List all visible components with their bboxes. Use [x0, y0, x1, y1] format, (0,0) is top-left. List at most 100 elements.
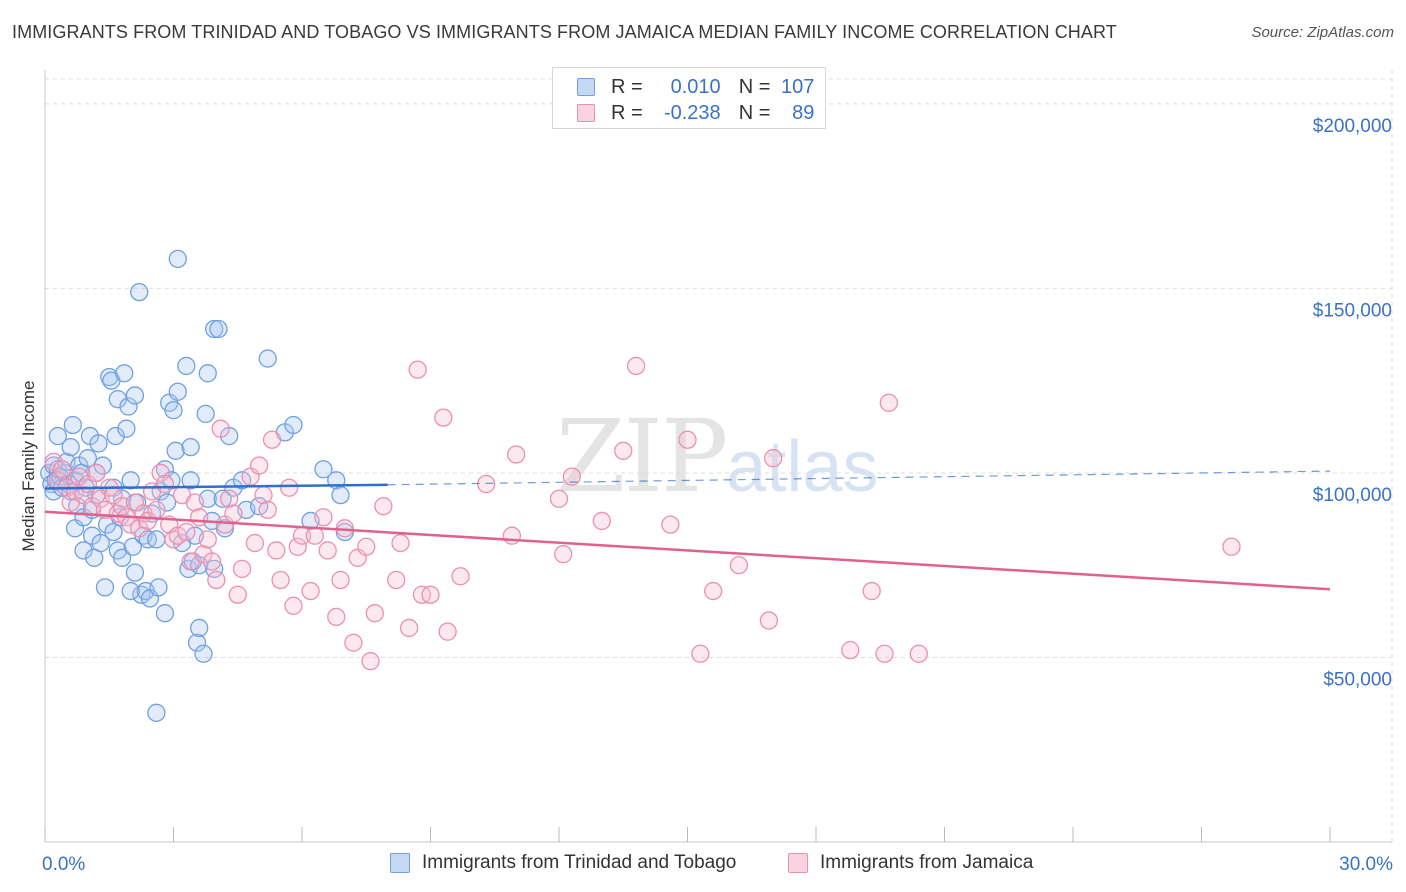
jamaica-point	[691, 644, 710, 663]
trinidad-point	[112, 548, 132, 567]
legend-swatch-pink	[788, 853, 808, 873]
trinidad-point	[168, 382, 187, 401]
y-axis-title: Median Family Income	[19, 380, 38, 551]
jamaica-point	[177, 522, 196, 542]
jamaica-point	[262, 430, 282, 449]
trinidad-point	[164, 401, 183, 420]
tick-labels: $50,000 $100,000 $150,000 $200,000 0.0% 30.0%	[42, 116, 1393, 875]
trinidad-point	[177, 356, 196, 376]
jamaica-point	[305, 526, 325, 545]
legend-n-value: 89	[792, 101, 815, 124]
trinidad-point	[205, 319, 224, 339]
jamaica-point	[365, 604, 384, 623]
jamaica-point	[207, 570, 226, 590]
jamaica-point	[759, 611, 779, 630]
legend-label-trinidad: Immigrants from Trinidad and Tobago	[422, 852, 737, 873]
jamaica-point	[507, 445, 526, 464]
legend-row-trinidad: R = 0.010 N = 107	[577, 75, 814, 99]
trinidad-point	[258, 349, 277, 368]
trinidad-point	[121, 471, 140, 490]
jamaica-point	[438, 622, 457, 641]
trinidad-point	[106, 426, 125, 446]
watermark-zip: ZIP	[556, 398, 728, 515]
legend-item-trinidad[interactable]: Immigrants from Trinidad and Tobago	[390, 852, 736, 874]
jamaica-point	[271, 570, 290, 590]
series-legend: Immigrants from Trinidad and Tobago Immi…	[0, 852, 1406, 878]
trinidad-point	[187, 633, 207, 652]
legend-n-label: N =	[738, 75, 771, 98]
legend-r-label: R =	[611, 101, 643, 124]
jamaica-point	[284, 596, 303, 615]
trinidad-point	[93, 456, 112, 475]
legend-item-jamaica[interactable]: Immigrants from Jamaica	[788, 852, 1033, 874]
y-tick-label: $50,000	[1323, 669, 1392, 690]
legend-r-label: R =	[611, 75, 643, 98]
trend-lines	[44, 470, 1331, 591]
jamaica-point	[220, 489, 239, 508]
trinidad-point	[205, 559, 224, 579]
trinidad-point	[89, 434, 108, 453]
jamaica-point	[387, 570, 406, 590]
jamaica-point	[549, 489, 569, 508]
trinidad-point	[155, 604, 175, 623]
trinidad-point	[196, 404, 215, 424]
jamaica-point	[678, 430, 697, 449]
x-tick-label: 0.0%	[42, 854, 85, 875]
trinidad-point	[194, 644, 213, 663]
jamaica-point	[361, 652, 380, 671]
trinidad-point	[181, 471, 200, 490]
y-tick-label: $200,000	[1313, 116, 1392, 137]
legend-swatch-blue	[390, 853, 410, 873]
x-tick-label: 30.0%	[1339, 854, 1393, 875]
trinidad-trend-extension	[387, 470, 1331, 486]
source-label: Source: ZipAtlas.com	[1251, 24, 1394, 41]
trinidad-point	[166, 441, 185, 460]
jamaica-point	[258, 500, 277, 520]
trinidad-point	[314, 460, 333, 479]
legend-swatch-pink	[577, 104, 595, 122]
trinidad-point	[95, 578, 115, 597]
trinidad-point	[198, 364, 217, 383]
gridlines	[45, 70, 1393, 842]
trinidad-point	[213, 489, 232, 508]
trinidad-point	[121, 581, 140, 601]
trinidad-point	[130, 282, 149, 302]
jamaica-point	[862, 581, 881, 601]
jamaica-point	[626, 356, 646, 376]
trinidad-point	[168, 249, 187, 269]
jamaica-point	[185, 493, 205, 512]
jamaica-point	[52, 460, 72, 479]
watermark: ZIPatlas	[556, 398, 878, 515]
legend-n-value: 107	[781, 75, 815, 98]
legend-swatch-blue	[577, 78, 595, 96]
jamaica-point	[421, 585, 440, 604]
jamaica-point	[374, 497, 393, 516]
jamaica-point	[198, 530, 217, 549]
trinidad-point	[147, 530, 166, 549]
trinidad-point	[61, 437, 80, 457]
watermark-atlas: atlas	[726, 427, 879, 507]
jamaica-point	[224, 504, 243, 523]
jamaica-point	[151, 463, 170, 483]
jamaica-point	[228, 585, 247, 604]
jamaica-point	[344, 633, 363, 652]
jamaica-point	[327, 607, 346, 627]
jamaica-point	[331, 570, 350, 590]
jamaica-point	[502, 526, 522, 545]
jamaica-point	[1222, 537, 1241, 556]
jamaica-trend-line	[44, 510, 1331, 591]
trinidad-point	[117, 419, 136, 438]
jamaica-point	[562, 467, 581, 486]
jamaica-point	[87, 463, 106, 483]
legend-r-value: -0.238	[663, 101, 721, 124]
legend-n-label: N =	[738, 101, 771, 124]
trinidad-point	[123, 537, 142, 556]
y-tick-label: $150,000	[1313, 300, 1392, 321]
jamaica-point	[408, 360, 427, 379]
jamaica-point	[477, 474, 496, 494]
trinidad-point	[48, 426, 67, 446]
trinidad-point	[284, 415, 303, 435]
legend-row-jamaica: R = -0.238 N = 89	[577, 101, 814, 125]
jamaica-point	[211, 419, 230, 438]
